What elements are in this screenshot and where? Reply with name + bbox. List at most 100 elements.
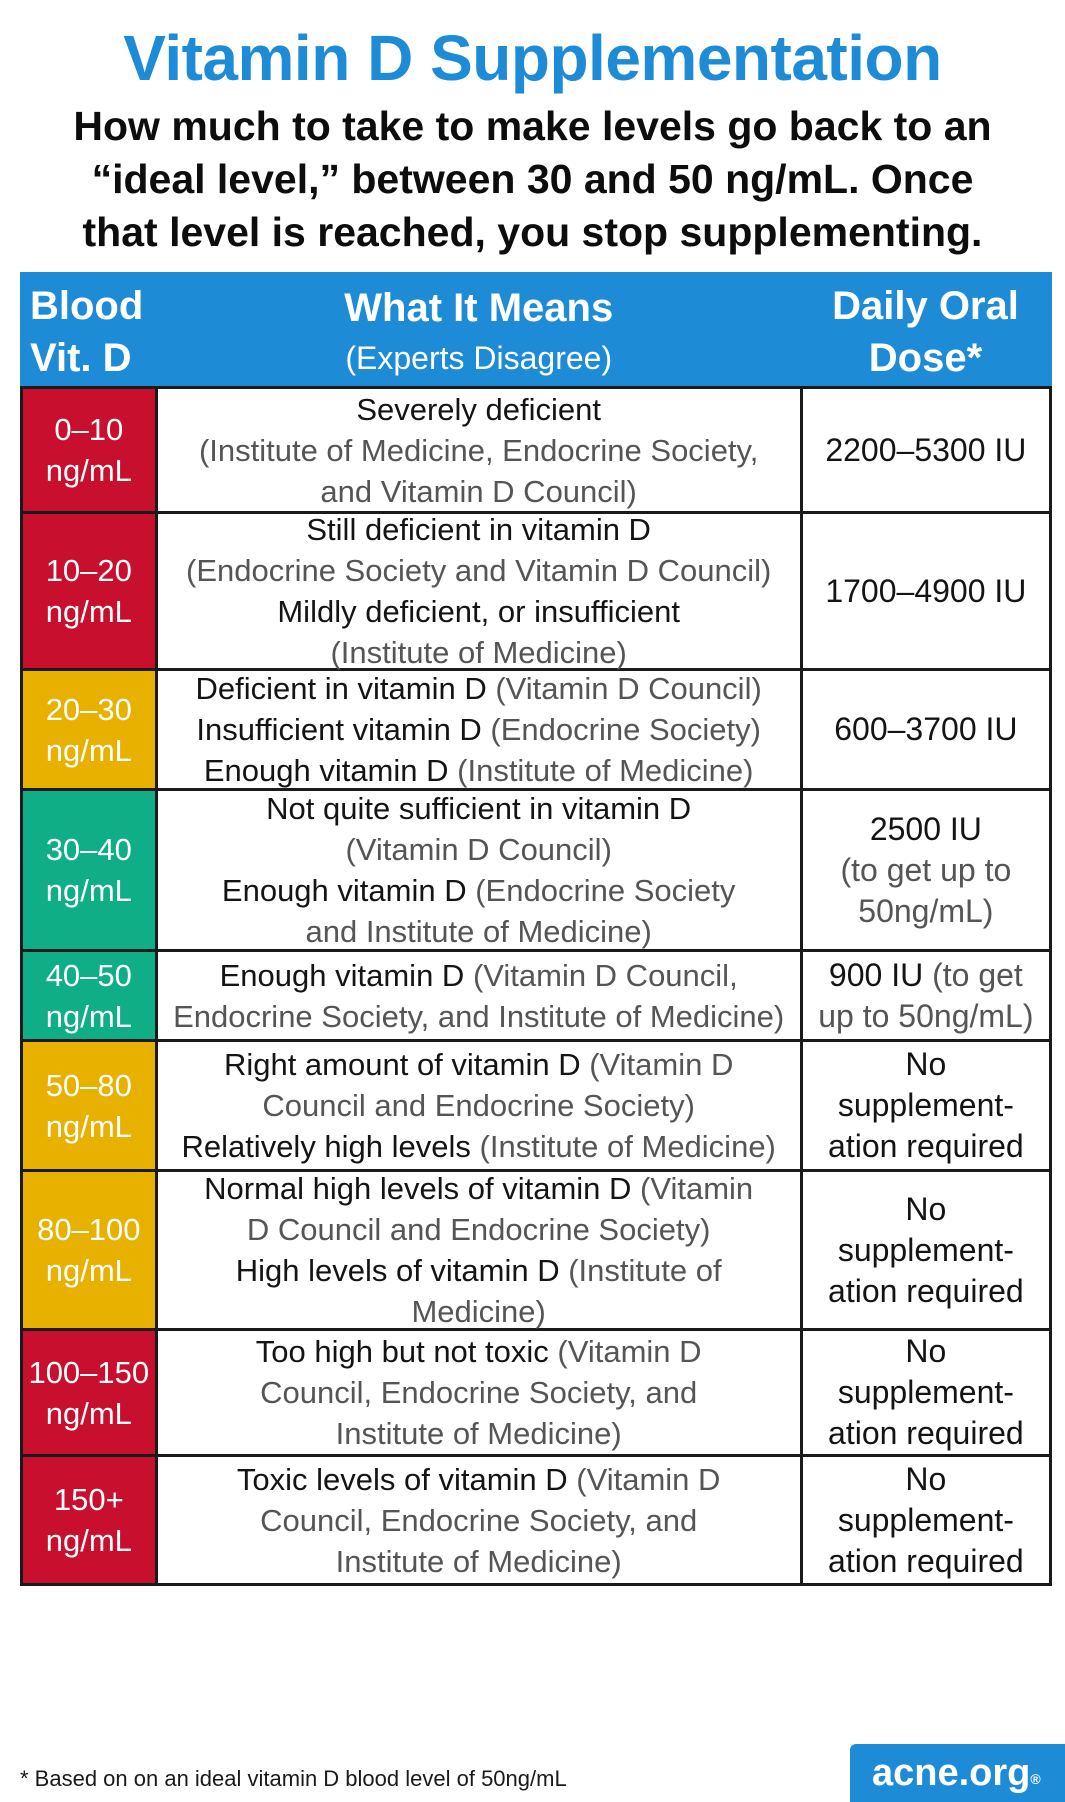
meaning-line: Council, Endocrine Society, and xyxy=(260,1500,697,1541)
meaning-source: (Institute of xyxy=(568,1253,722,1288)
dose-cell: 1700–4900 IU xyxy=(803,514,1053,668)
table-row: 80–100 ng/mL Normal high levels of vitamin… xyxy=(23,1171,1053,1331)
subtitle-line: that level is reached, you stop suppleme… xyxy=(82,209,983,255)
header-text: Dose* xyxy=(868,336,983,380)
dosage-table: Blood Vit. D What It Means (Experts Disa… xyxy=(20,272,1053,1586)
meaning-line: Right amount of vitamin D (Vitamin D xyxy=(224,1044,733,1085)
meaning-source: Council, Endocrine Society, and xyxy=(260,1375,698,1410)
dose-cell: No supplement-ation required xyxy=(803,1042,1053,1169)
subtitle-line: “ideal level,” between 30 and 50 ng/mL. … xyxy=(91,156,974,202)
header-daily-dose: Daily Oral Dose* xyxy=(801,274,1050,384)
meaning-cell: Toxic levels of vitamin D (Vitamin D Coun… xyxy=(158,1457,803,1583)
dose-value: supplement- xyxy=(837,1501,1014,1538)
blood-level-text: 100–150 xyxy=(28,1354,150,1390)
dose-value: ation required xyxy=(828,1272,1024,1309)
dose-value: 1700–4900 IU xyxy=(825,572,1027,609)
dose-value: 2500 IU xyxy=(869,810,982,847)
meaning-line: Too high but not toxic (Vitamin D xyxy=(256,1331,702,1372)
meaning-line: Institute of Medicine) xyxy=(336,1541,622,1582)
meaning-line: (Endocrine Society and Vitamin D Council… xyxy=(186,550,771,591)
meaning-source: (Endocrine Society) xyxy=(490,712,761,747)
meaning-cell: Right amount of vitamin D (Vitamin D Coun… xyxy=(158,1042,803,1169)
dose-value: No xyxy=(905,1046,947,1082)
dose-value: ation required xyxy=(828,1415,1024,1451)
meaning-source: (Vitamin D xyxy=(589,1047,734,1082)
table-row: 30–40 ng/mL Not quite sufficient in vitami… xyxy=(23,791,1053,952)
header-subtext: (Experts Disagree) xyxy=(345,340,613,376)
meaning-source: (Institute of Medicine) xyxy=(330,635,627,670)
meaning-cell: Enough vitamin D (Vitamin D Council, Endo… xyxy=(158,952,803,1039)
meaning-cell: Normal high levels of vitamin D (Vitamin… xyxy=(158,1171,803,1329)
dose-value: ation required xyxy=(828,1128,1024,1164)
dose-value: No xyxy=(905,1460,947,1497)
header-blood-vit-d: Blood Vit. D xyxy=(22,274,157,384)
meaning-source: Institute of Medicine) xyxy=(335,1416,622,1451)
table-row: 150+ ng/mL Toxic levels of vitamin D (Vita… xyxy=(23,1457,1053,1586)
meaning-line: Endocrine Society, and Institute of Medi… xyxy=(173,996,784,1037)
meaning-cell: Deficient in vitamin D (Vitamin D Counci… xyxy=(158,671,803,788)
meaning-cell: Not quite sufficient in vitamin D (Vitami… xyxy=(158,791,803,949)
header-text: Vit. D xyxy=(30,336,132,380)
dose-line: up to 50ng/mL) xyxy=(818,996,1033,1037)
meaning-source: Council and Endocrine Society) xyxy=(262,1088,695,1123)
dose-line: 900 IU (to get xyxy=(829,955,1023,996)
blood-level-text: ng/mL xyxy=(45,1108,132,1144)
blood-level-text: 50–80 xyxy=(45,1067,132,1103)
blood-level-text: 20–30 xyxy=(45,691,132,727)
meaning-source: (Vitamin D xyxy=(576,1461,721,1497)
meaning-line: Enough vitamin D (Institute of Medicine) xyxy=(204,750,754,791)
meaning-line: Relatively high levels (Institute of Med… xyxy=(181,1126,775,1167)
meaning-source: Endocrine Society, and Institute of Medi… xyxy=(173,998,785,1034)
meaning-term: High levels of vitamin D xyxy=(235,1253,569,1288)
blood-level-text: ng/mL xyxy=(45,1523,132,1558)
dose-note: (to get xyxy=(932,956,1023,993)
table-row: 0–10 ng/mL Severely deficient (Institute of… xyxy=(23,386,1053,514)
dose-cell: 2200–5300 IU xyxy=(803,389,1053,511)
meaning-line: Severely deficient xyxy=(356,389,601,430)
meaning-line: Mildly deficient, or insufficient xyxy=(277,591,680,632)
blood-level-text: ng/mL xyxy=(45,1253,132,1288)
blood-level-text: ng/mL xyxy=(45,1395,132,1431)
dose-note: (to get up to xyxy=(840,851,1012,888)
meaning-term: Still deficient in vitamin D xyxy=(306,512,651,547)
dose-line: No xyxy=(905,1331,946,1372)
dose-line: ation required xyxy=(828,1541,1024,1582)
dose-value: supplement- xyxy=(837,1087,1014,1123)
meaning-source: and Vitamin D Council) xyxy=(320,473,637,509)
blood-level-text: 30–40 xyxy=(45,832,132,867)
dose-value: No xyxy=(905,1333,947,1369)
table-row: 100–150 ng/mL Too high but not toxic (Vita… xyxy=(23,1331,1053,1457)
meaning-source: D Council and Endocrine Society) xyxy=(246,1212,711,1247)
registered-mark: ® xyxy=(1030,1771,1041,1787)
blood-level-text: 40–50 xyxy=(45,957,132,993)
dose-line: 50ng/mL) xyxy=(858,891,993,932)
meaning-source: (Endocrine Society and Vitamin D Council… xyxy=(186,553,772,588)
meaning-term: Mildly deficient, or insufficient xyxy=(277,594,680,629)
dose-line: 600–3700 IU xyxy=(834,709,1017,750)
dose-line: ation required xyxy=(828,1413,1024,1454)
dose-value: No xyxy=(905,1190,947,1227)
meaning-line: Council and Endocrine Society) xyxy=(262,1085,695,1126)
meaning-term: Too high but not toxic xyxy=(255,1334,558,1369)
acne-org-logo: acne.org® xyxy=(850,1744,1065,1802)
blood-level-text: 80–100 xyxy=(37,1212,141,1247)
blood-level-text: ng/mL xyxy=(45,732,132,768)
dose-value: 2200–5300 IU xyxy=(825,431,1027,468)
meaning-term: Enough vitamin D xyxy=(221,873,476,908)
blood-level-text: ng/mL xyxy=(45,594,132,629)
meaning-line: Enough vitamin D (Endocrine Society xyxy=(222,870,736,911)
meaning-source: (Institute of Medicine, Endocrine Societ… xyxy=(198,432,759,468)
header-text: What It Means xyxy=(344,286,614,330)
footnote: * Based on on an ideal vitamin D blood l… xyxy=(20,1766,567,1791)
page-title: Vitamin D Supplementation xyxy=(123,22,942,94)
dose-line: supplement- xyxy=(838,1085,1014,1126)
meaning-source: (Institute of Medicine) xyxy=(479,1129,776,1164)
dose-cell: 600–3700 IU xyxy=(803,671,1053,788)
dose-value: ation required xyxy=(828,1542,1024,1579)
table-row: 10–20 ng/mL Still deficient in vitamin D (E… xyxy=(23,512,1053,671)
dose-line: No xyxy=(905,1189,946,1230)
meaning-term: Not quite sufficient in vitamin D xyxy=(266,791,692,826)
meaning-line: Enough vitamin D (Vitamin D Council, xyxy=(220,955,738,996)
meaning-term: Relatively high levels xyxy=(181,1129,480,1164)
meaning-cell: Still deficient in vitamin D (Endocrine S… xyxy=(158,512,803,670)
